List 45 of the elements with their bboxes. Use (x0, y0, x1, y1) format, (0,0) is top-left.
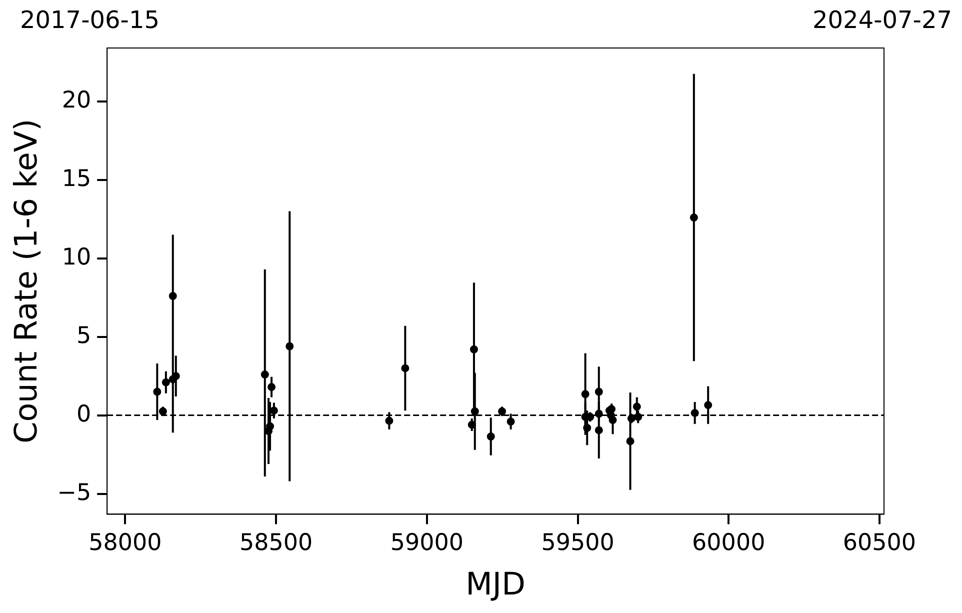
point (158, 407, 167, 416)
point (626, 437, 634, 446)
point (634, 412, 642, 421)
point (632, 402, 641, 411)
point (506, 418, 515, 426)
point (268, 383, 276, 392)
x-axis-title: MJD (466, 566, 526, 602)
point (581, 390, 590, 398)
y-tick-label: 0 (76, 401, 92, 428)
y-tick-label: −5 (57, 480, 92, 506)
point (401, 364, 410, 372)
point (385, 416, 394, 425)
point (627, 414, 636, 422)
point (286, 342, 294, 350)
point (162, 378, 170, 386)
point (594, 388, 603, 396)
y-tick-label: 15 (62, 166, 92, 192)
point (704, 401, 712, 410)
point (153, 388, 162, 396)
y-tick-label: 10 (62, 244, 92, 270)
point (498, 407, 506, 416)
y-tick-label: 5 (76, 322, 92, 349)
text: 2024-07-27 (812, 6, 952, 34)
x-tick-label: 58500 (239, 530, 313, 556)
text: 2017-06-15 (20, 6, 160, 34)
point (468, 420, 476, 429)
x-tick-label: 59000 (390, 530, 464, 556)
point (594, 426, 603, 434)
y-axis-title: Count Rate (1-6 keV) (8, 118, 45, 444)
point (260, 370, 269, 378)
point (583, 424, 592, 432)
point (594, 410, 603, 418)
x-tick-label: 60000 (692, 530, 766, 556)
point (690, 408, 699, 417)
point (608, 416, 617, 424)
x-tick-label: 60500 (842, 530, 916, 556)
x-tick-label: 58000 (88, 530, 162, 556)
point (168, 292, 177, 300)
point (486, 432, 495, 440)
x-tick-label: 59500 (541, 530, 614, 556)
point (470, 345, 478, 354)
y-tick-label: 20 (62, 87, 92, 114)
point (690, 214, 698, 222)
point (266, 422, 274, 430)
point (470, 407, 479, 416)
